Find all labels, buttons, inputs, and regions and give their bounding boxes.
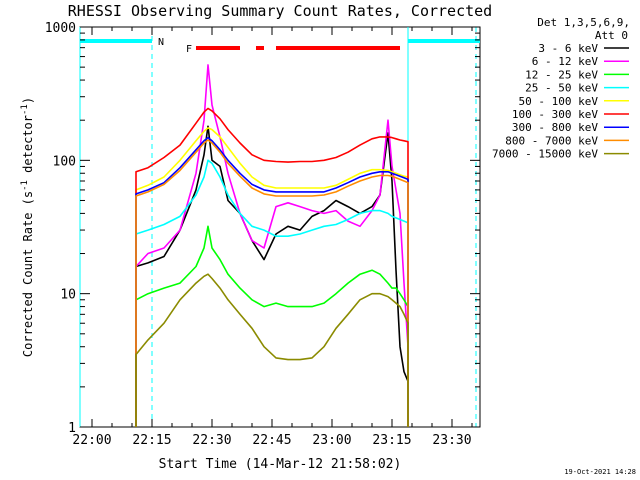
legend-label-1: 6 - 12 keV [532,55,599,68]
series-line-5 [135,107,409,427]
plot-frame [79,26,481,428]
series-group [135,64,409,427]
state-bars: NF [80,37,480,55]
y-tick-label-2: 100 [53,154,76,169]
series-line-7 [135,139,409,427]
x-axis-label: Start Time (14-Mar-12 21:58:02) [159,457,402,472]
x-tick-label-4: 23:00 [312,433,351,448]
legend-label-7: 800 - 7000 keV [505,134,598,147]
series-line-6 [135,136,409,427]
y-axis: 1 10 100 1000 [45,21,480,436]
bar-label-F: F [186,44,192,55]
legend-label-5: 100 - 300 keV [512,108,598,121]
x-tick-label-3: 22:45 [252,433,291,448]
series-line-0 [135,125,409,427]
y-axis-label: Corrected Count Rate (s-1 detector-1) [20,97,35,357]
series-line-8 [135,273,409,427]
series-line-3 [135,159,409,427]
x-tick-label-5: 23:15 [372,433,411,448]
bar-label-N: N [158,37,164,48]
legend-header-line1: Det 1,3,5,6,9, [537,16,630,29]
y-tick-label-3: 1000 [45,21,76,36]
x-tick-label-0: 22:00 [72,433,111,448]
x-tick-label-6: 23:30 [432,433,471,448]
x-axis: 22:00 22:15 22:30 22:45 23:00 23:15 23:30 [72,27,473,448]
legend-label-4: 50 - 100 keV [519,95,599,108]
vertical-lines [79,27,477,427]
series-line-4 [135,127,409,427]
series-line-1 [135,64,409,427]
x-tick-label-2: 22:30 [192,433,231,448]
legend-label-0: 3 - 6 keV [538,42,598,55]
legend-label-8: 7000 - 15000 keV [492,148,598,161]
chart-title: RHESSI Observing Summary Count Rates, Co… [68,2,492,20]
series-line-2 [135,225,409,427]
legend-label-3: 25 - 50 keV [525,82,598,95]
y-tick-label-1: 10 [60,288,76,303]
legend-header-line2: Att 0 [595,29,628,42]
x-tick-label-1: 22:15 [132,433,171,448]
y-tick-label-0: 1 [68,421,76,436]
legend-label-2: 12 - 25 keV [525,68,598,81]
timestamp: 19-Oct-2021 14:28 [564,468,636,476]
legend-label-6: 300 - 800 keV [512,121,598,134]
